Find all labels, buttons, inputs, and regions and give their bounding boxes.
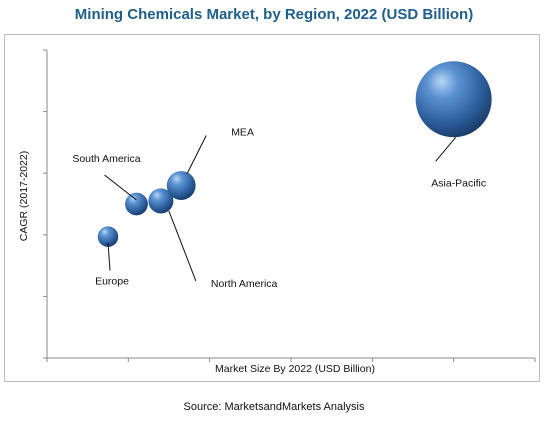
bubble-europe xyxy=(97,226,119,247)
source-note: Source: MarketsandMarkets Analysis xyxy=(183,401,365,413)
x-axis-title: Market Size By 2022 (USD Billion) xyxy=(215,363,375,375)
chart-frame xyxy=(4,34,540,382)
label-europe: Europe xyxy=(95,276,129,288)
label-south-america: South America xyxy=(72,153,140,165)
bubble-south-america xyxy=(125,192,148,216)
label-mea: MEA xyxy=(231,127,254,139)
leader-line-asia-pacific xyxy=(435,136,457,162)
leader-line-mea xyxy=(186,135,207,174)
label-asia-pacific: Asia-Pacific xyxy=(431,177,486,189)
bubble-north-america xyxy=(148,188,174,214)
leader-line-north-america xyxy=(168,210,197,282)
y-axis-title: CAGR (2017-2022) xyxy=(18,151,30,241)
label-north-america: North America xyxy=(211,278,278,290)
leader-line-europe xyxy=(107,242,111,271)
chart-title: Mining Chemicals Market, by Region, 2022… xyxy=(74,6,474,23)
bubble-mea xyxy=(166,171,196,200)
bubble-asia-pacific xyxy=(415,61,492,138)
leader-line-south-america xyxy=(104,174,137,201)
